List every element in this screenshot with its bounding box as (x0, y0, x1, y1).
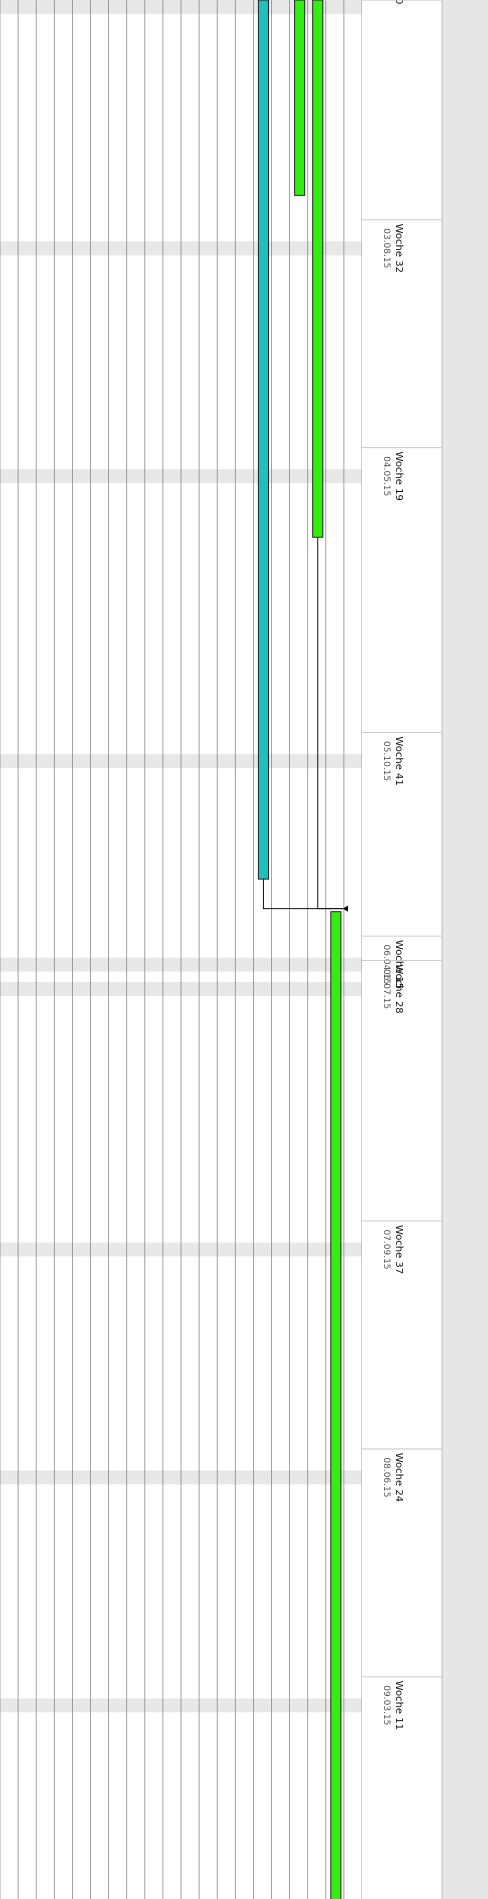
week-label: Woche 11 (393, 1681, 404, 1730)
week-label: Woche 15 (393, 940, 404, 989)
date-label: 29.06.15 (0, 0, 20, 3)
week-label: Woche 10 (393, 0, 404, 4)
date-label: 05.10.15 (381, 741, 391, 781)
timeline-header-panel (362, 0, 488, 1899)
week-label: Woche 21 (0, 0, 25, 3)
date-label: 30.03.15 (0, 0, 20, 3)
week-label: Woche 31 (0, 0, 25, 3)
week-label: Woche 39 (0, 0, 25, 3)
date-label: 16.02.15 (0, 0, 20, 3)
date-label: 16.03.15 (0, 0, 20, 3)
date-label: 08.06.15 (381, 1457, 391, 1497)
date-label: 23.03.15 (0, 0, 20, 3)
dependency-line (262, 879, 343, 910)
dependency-arrows (262, 537, 348, 912)
task-bar (312, 0, 324, 538)
week-label: Woche 12 (0, 0, 25, 3)
date-label: 07.09.15 (381, 1229, 391, 1269)
date-label: 21.09.15 (0, 0, 20, 3)
date-label: 27.04.15 (0, 0, 20, 3)
week-label: Woche 27 (0, 0, 25, 3)
date-label: 06.04.15 (381, 945, 391, 985)
week-label: Woche 19 (393, 452, 404, 501)
date-label: 28.09.15 (0, 0, 20, 3)
week-label: Woche 9 (0, 0, 21, 3)
week-label: Woche 37 (393, 1225, 404, 1274)
week-label: Woche 29 (0, 0, 25, 3)
date-label: 14.09.15 (0, 0, 20, 3)
week-label: Woche 13 (0, 0, 25, 3)
week-label: Woche 34 (0, 0, 25, 3)
date-label: 06.07.15 (381, 969, 391, 1009)
date-label: 23.02.15 (0, 0, 20, 3)
week-label: Woche 8 (0, 0, 21, 3)
date-label: 22.06.15 (0, 0, 20, 3)
date-label: 31.08.15 (0, 0, 20, 3)
date-label: 15.06.15 (0, 0, 20, 3)
week-label: Woche 18 (0, 0, 25, 3)
dependency-line (317, 537, 343, 910)
date-label: 17.08.15 (0, 0, 20, 3)
week-label: Woche 40 (0, 0, 25, 3)
date-label: 20.04.15 (0, 0, 20, 3)
week-label: Woche 24 (393, 1453, 404, 1502)
date-label: 13.07.15 (0, 0, 20, 3)
date-label: 24.08.15 (0, 0, 20, 3)
task-bars (257, 0, 342, 1899)
week-label: Woche 35 (0, 0, 25, 3)
week-label: Woche 14 (0, 0, 25, 3)
week-label: Woche 22 (0, 0, 25, 3)
date-label: 20.07.15 (0, 0, 20, 3)
date-label: 27.07.15 (0, 0, 20, 3)
task-bar (257, 0, 269, 880)
header-panel-inner (362, 0, 442, 1899)
date-label: 09.03.15 (381, 1685, 391, 1725)
week-label: Woche 38 (0, 0, 25, 3)
grid-lines (0, 0, 363, 1899)
week-label: Woche 17 (0, 0, 25, 3)
date-label: 13.04.15 (0, 0, 20, 3)
week-label: Woche 16 (0, 0, 25, 3)
week-label: Woche 25 (0, 0, 25, 3)
week-label: Woche 28 (393, 964, 404, 1013)
date-label: 04.05.15 (381, 456, 391, 496)
week-label: Woche 26 (0, 0, 25, 3)
date-label: 25.05.15 (0, 0, 20, 3)
task-bar (330, 911, 342, 1899)
week-label: Woche 32 (393, 224, 404, 273)
date-label: 18.05.15 (0, 0, 20, 3)
date-label: 03.08.15 (381, 228, 391, 268)
week-label: Woche 30 (0, 0, 25, 3)
week-label: Woche 41 (393, 736, 404, 785)
dependency-arrowhead (342, 905, 348, 912)
week-label: Woche 36 (0, 0, 25, 3)
task-bar (294, 0, 306, 196)
